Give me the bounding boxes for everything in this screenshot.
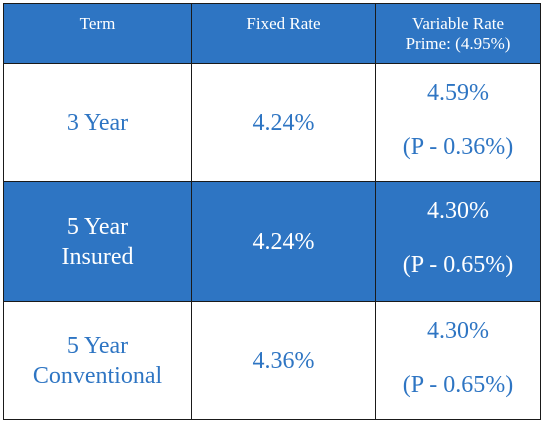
header-variable-rate: Variable Rate Prime: (4.95%) bbox=[375, 3, 541, 64]
header-fixed-rate: Fixed Rate bbox=[191, 3, 376, 64]
mortgage-rate-table: Term Fixed Rate Variable Rate Prime: (4.… bbox=[3, 3, 541, 420]
header-row: Term Fixed Rate Variable Rate Prime: (4.… bbox=[3, 3, 541, 64]
prime-spread-value: (P - 0.65%) bbox=[402, 252, 514, 278]
fixed-rate-cell: 4.24% bbox=[191, 181, 376, 302]
prime-spread-value: (P - 0.65%) bbox=[402, 372, 514, 398]
variable-rate-value: 4.59% bbox=[427, 80, 489, 106]
variable-rate-value: 4.30% bbox=[427, 198, 489, 224]
table-row: 3 Year 4.24% 4.59% (P - 0.36%) bbox=[3, 63, 541, 182]
table-header: Term Fixed Rate Variable Rate Prime: (4.… bbox=[3, 3, 541, 64]
fixed-rate-cell: 4.24% bbox=[191, 63, 376, 182]
term-cell: 3 Year bbox=[3, 63, 192, 182]
term-label: 3 Year bbox=[66, 109, 129, 136]
table-body: 3 Year 4.24% 4.59% (P - 0.36%) 5 Year In… bbox=[3, 63, 541, 420]
header-variable-rate-label: Variable Rate bbox=[411, 14, 505, 33]
variable-rate-cell: 4.59% (P - 0.36%) bbox=[375, 63, 541, 182]
variable-rate-cell: 4.30% (P - 0.65%) bbox=[375, 181, 541, 302]
table-row: 5 Year Insured 4.24% 4.30% (P - 0.65%) bbox=[3, 181, 541, 302]
variable-rate-cell: 4.30% (P - 0.65%) bbox=[375, 301, 541, 420]
term-label: 5 Year bbox=[66, 332, 129, 359]
term-sublabel: Conventional bbox=[32, 362, 163, 389]
table-row: 5 Year Conventional 4.36% 4.30% (P - 0.6… bbox=[3, 301, 541, 420]
variable-rate-value: 4.30% bbox=[427, 318, 489, 344]
header-prime-rate: Prime: (4.95%) bbox=[405, 34, 511, 53]
term-cell: 5 Year Conventional bbox=[3, 301, 192, 420]
header-term: Term bbox=[3, 3, 192, 64]
fixed-rate-cell: 4.36% bbox=[191, 301, 376, 420]
term-cell: 5 Year Insured bbox=[3, 181, 192, 302]
prime-spread-value: (P - 0.36%) bbox=[402, 134, 514, 160]
term-sublabel: Insured bbox=[61, 243, 134, 270]
term-label: 5 Year bbox=[66, 213, 129, 240]
